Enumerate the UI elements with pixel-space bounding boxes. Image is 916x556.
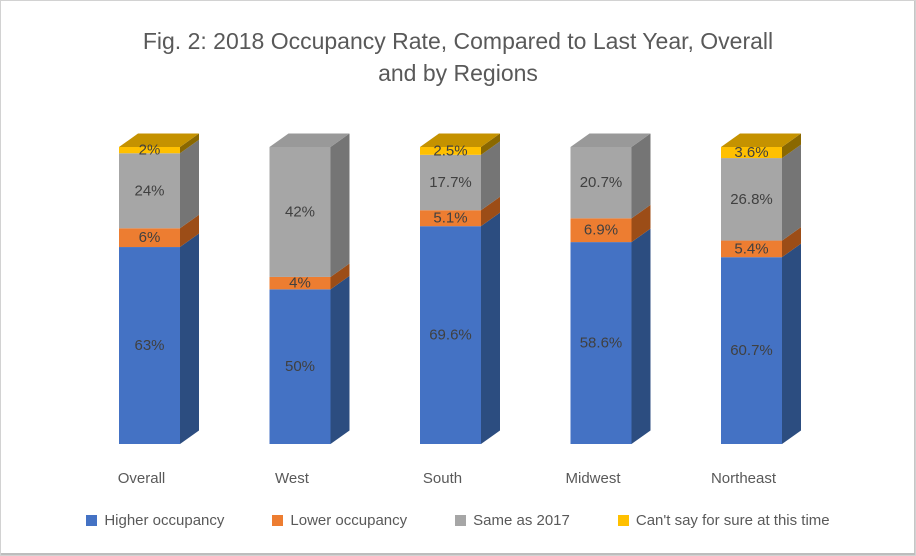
segment-side-lower-occupancy <box>782 227 801 258</box>
segment-side-same-as-2017 <box>782 144 801 241</box>
segment-higher-occupancy <box>119 247 180 444</box>
segment-side-higher-occupancy <box>782 243 801 444</box>
chart-legend: Higher occupancy Lower occupancy Same as 2… <box>1 512 915 529</box>
segment-side-can-t-say-for-sure-at-this-time <box>180 133 199 154</box>
segment-lower-occupancy <box>570 218 632 243</box>
category-label-overall: Overall <box>117 470 166 487</box>
category-label-midwest: Midwest <box>565 470 621 487</box>
legend-swatch-icon <box>86 515 98 526</box>
segment-can-t-say-for-sure-at-this-time <box>119 147 180 154</box>
bar-northeast: 60.7% 5.4% 26.8% 3.6% <box>721 133 801 444</box>
segment-top-can-t-say-for-sure-at-this-time <box>119 133 199 147</box>
segment-side-lower-occupancy <box>631 204 651 243</box>
segment-same-as-2017 <box>721 158 782 241</box>
data-label: 3.6% <box>734 144 768 161</box>
segment-side-lower-occupancy <box>330 263 350 290</box>
segment-lower-occupancy <box>420 210 481 227</box>
segment-can-t-say-for-sure-at-this-time <box>721 147 782 159</box>
chart-title: Fig. 2: 2018 Occupancy Rate, Compared to… <box>1 25 915 89</box>
data-label: 5.4% <box>734 240 768 257</box>
data-label: 26.8% <box>730 191 773 208</box>
data-label: 6% <box>139 229 161 246</box>
legend-item-higher-occupancy: Higher occupancy <box>86 512 224 529</box>
segment-side-lower-occupancy <box>481 196 500 227</box>
bar-south: 69.6% 5.1% 17.7% 2.5% <box>420 133 500 444</box>
segment-same-as-2017 <box>570 147 632 219</box>
segment-same-as-2017 <box>269 147 331 277</box>
segment-side-can-t-say-for-sure-at-this-time <box>481 133 500 155</box>
legend-label: Same as 2017 <box>473 512 570 529</box>
segment-side-same-as-2017 <box>330 133 350 277</box>
data-label: 2.5% <box>433 142 467 159</box>
data-label: 60.7% <box>730 342 773 359</box>
data-label: 63% <box>134 337 164 354</box>
data-label: 69.6% <box>429 327 472 344</box>
legend-label: Can't say for sure at this time <box>635 512 830 529</box>
legend-swatch-icon <box>272 515 284 526</box>
segment-higher-occupancy <box>420 226 481 444</box>
data-label: 20.7% <box>580 174 623 191</box>
segment-side-same-as-2017 <box>631 133 651 219</box>
data-label: 50% <box>285 358 315 375</box>
segment-higher-occupancy <box>269 289 331 444</box>
segment-top-same-as-2017 <box>269 133 350 147</box>
legend-label: Lower occupancy <box>290 512 408 529</box>
segment-same-as-2017 <box>119 153 180 229</box>
data-label: 17.7% <box>429 174 472 191</box>
segment-can-t-say-for-sure-at-this-time <box>420 147 481 155</box>
segment-lower-occupancy <box>269 276 331 290</box>
bar-midwest: 58.6% 6.9% 20.7% <box>570 133 651 444</box>
segment-side-same-as-2017 <box>180 139 199 229</box>
segment-side-can-t-say-for-sure-at-this-time <box>782 133 801 159</box>
data-label: 2% <box>139 142 161 159</box>
segment-higher-occupancy <box>570 242 632 444</box>
segment-higher-occupancy <box>721 257 782 444</box>
segment-side-higher-occupancy <box>481 212 500 444</box>
data-label: 6.9% <box>584 222 618 239</box>
data-label: 24% <box>134 182 164 199</box>
segment-side-higher-occupancy <box>180 233 199 444</box>
segment-side-same-as-2017 <box>481 141 500 211</box>
segment-top-same-as-2017 <box>570 133 651 147</box>
segment-lower-occupancy <box>119 228 180 248</box>
data-label: 58.6% <box>580 335 623 352</box>
chart-title-line1: Fig. 2: 2018 Occupancy Rate, Compared to… <box>142 28 774 54</box>
data-label: 42% <box>285 203 315 220</box>
category-label-south: South <box>422 470 463 487</box>
chart-title-line2: and by Regions <box>378 60 538 86</box>
legend-label: Higher occupancy <box>104 512 225 529</box>
legend-swatch-icon <box>455 515 467 526</box>
segment-top-can-t-say-for-sure-at-this-time <box>420 133 500 147</box>
bar-overall: 63% 6% 24% 2% <box>119 133 199 444</box>
segment-side-lower-occupancy <box>180 214 199 248</box>
bar-west: 50% 4% 42% <box>269 133 350 444</box>
legend-swatch-icon <box>617 515 629 526</box>
legend-item-same-as-2017: Same as 2017 <box>455 512 570 529</box>
segment-side-higher-occupancy <box>631 228 651 444</box>
legend-item-can-t-say-for-sure-at-this-time: Can't say for sure at this time <box>617 512 830 529</box>
segment-side-higher-occupancy <box>330 275 350 444</box>
data-label: 4% <box>289 275 311 292</box>
segment-lower-occupancy <box>721 240 782 258</box>
category-label-west: West <box>275 470 309 487</box>
legend-item-lower-occupancy: Lower occupancy <box>272 512 407 529</box>
category-label-northeast: Northeast <box>710 470 777 487</box>
segment-same-as-2017 <box>420 154 481 211</box>
segment-top-can-t-say-for-sure-at-this-time <box>721 133 801 147</box>
data-label: 5.1% <box>433 210 467 227</box>
